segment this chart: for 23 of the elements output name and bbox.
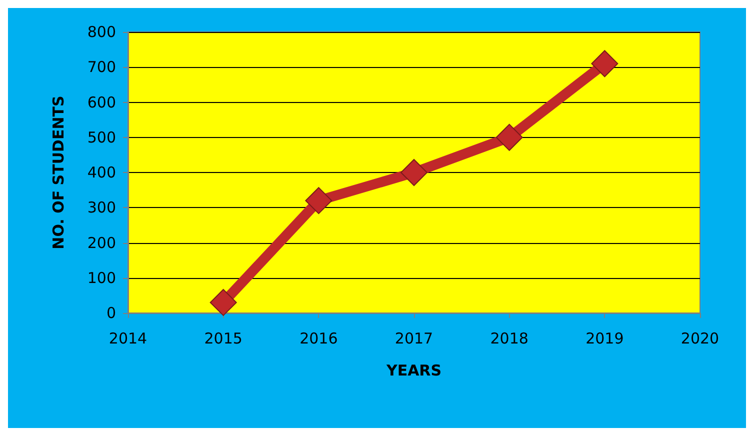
x-tick-label: 2014 — [108, 330, 148, 348]
point — [496, 124, 523, 151]
x-tick-label: 2019 — [586, 330, 624, 348]
x-tick-label: 2020 — [680, 330, 720, 348]
x-tick-label: 2017 — [394, 330, 434, 348]
y-tick-label: 200 — [87, 234, 116, 252]
y-tick-label: 500 — [87, 128, 116, 146]
y-tick-label: 300 — [87, 198, 116, 217]
x-tick-label: 2016 — [300, 330, 338, 348]
x-axis-title: YEARS — [385, 362, 442, 380]
y-tick-label: 800 — [87, 23, 116, 41]
y-tick-label: 700 — [87, 58, 116, 76]
y-axis-title: NO. OF STUDENTS — [50, 96, 68, 250]
y-tick-label: 0 — [106, 304, 116, 322]
point — [305, 187, 332, 214]
point — [210, 288, 237, 316]
y-tick-label: 600 — [87, 93, 116, 112]
x-tick-label: 2015 — [204, 330, 242, 348]
point — [400, 159, 428, 186]
point — [591, 50, 618, 78]
y-tick-label: 100 — [87, 268, 116, 287]
y-tick-label: 400 — [87, 164, 116, 182]
x-tick-label: 2018 — [490, 330, 528, 348]
